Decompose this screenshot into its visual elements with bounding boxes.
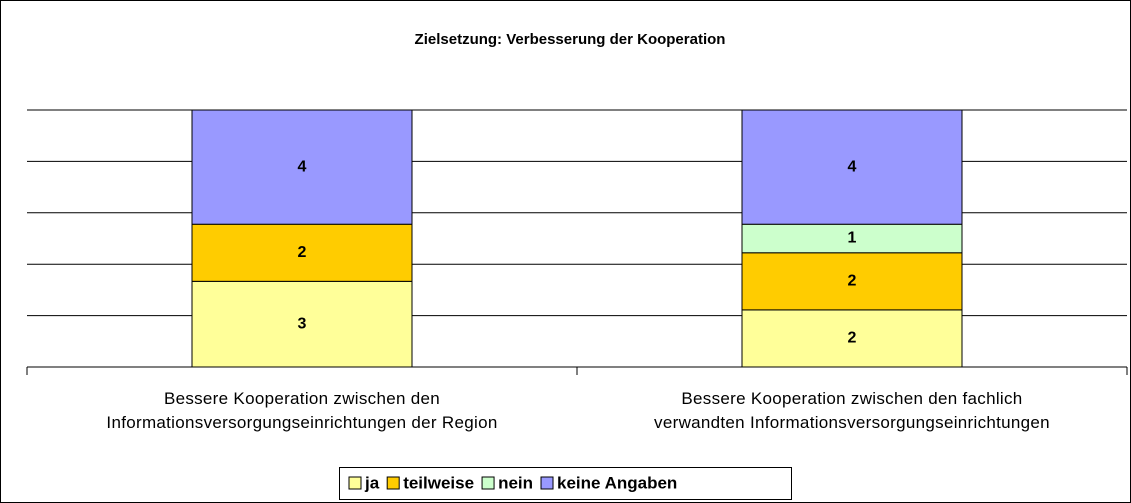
legend-swatch <box>481 476 495 490</box>
data-label: 2 <box>848 273 857 290</box>
bar-segment <box>741 109 963 225</box>
x-tick-label: Bessere Kooperation zwischen den Informa… <box>106 389 498 432</box>
bar-segment <box>191 223 413 282</box>
legend-label: nein <box>498 473 533 492</box>
legend-label: keine Angaben <box>557 473 677 492</box>
legend-swatch <box>540 476 554 490</box>
bar-segment <box>741 309 963 368</box>
legend-label: teilweise <box>403 473 474 492</box>
data-label: 1 <box>848 230 857 247</box>
legend-swatch <box>386 476 400 490</box>
data-label: 2 <box>848 330 857 347</box>
data-label: 4 <box>848 158 857 175</box>
chart-title: Zielsetzung: Verbesserung der Kooperatio… <box>415 31 726 48</box>
data-label: 2 <box>298 244 307 261</box>
legend-swatch <box>348 476 362 490</box>
data-label: 4 <box>298 158 307 175</box>
bar-segment <box>191 109 413 225</box>
bar-segment <box>741 252 963 311</box>
x-tick-label: Bessere Kooperation zwischen den fachlic… <box>654 389 1050 432</box>
legend-box <box>339 467 792 500</box>
bar-segment <box>741 223 963 254</box>
legend-label: ja <box>364 473 380 492</box>
bar-segment <box>191 280 413 368</box>
data-label: 3 <box>298 315 307 332</box>
